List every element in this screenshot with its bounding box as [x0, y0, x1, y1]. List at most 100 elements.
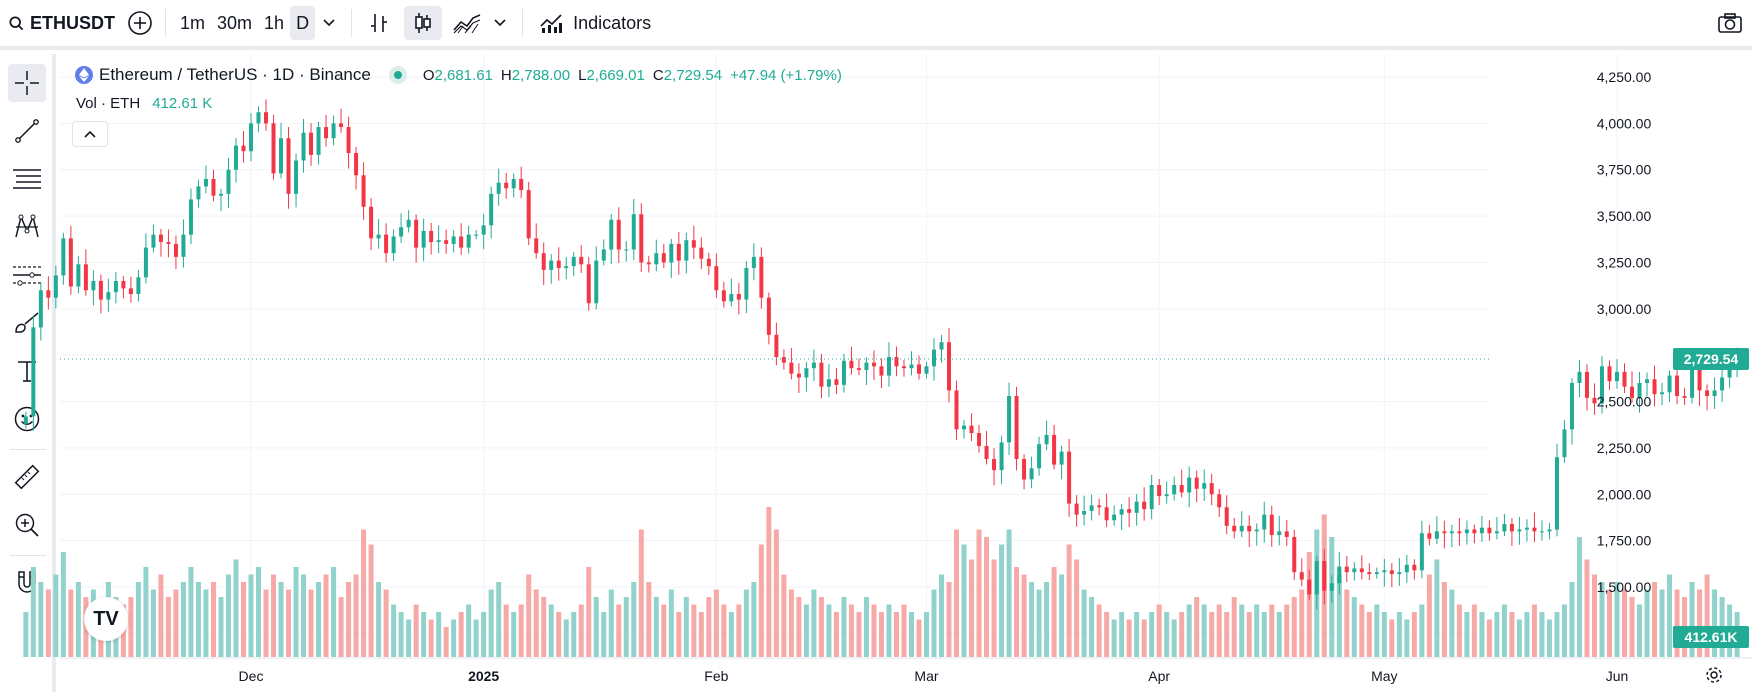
- candle-body: [947, 342, 952, 391]
- add-circle-icon: [128, 11, 152, 35]
- candle-body: [256, 112, 261, 124]
- zoom-tool[interactable]: [8, 506, 46, 544]
- volume-bar: [758, 544, 764, 657]
- candle-body: [158, 234, 163, 243]
- candle-body: [751, 256, 756, 269]
- volume-bar: [668, 589, 674, 657]
- volume-bar: [728, 612, 734, 657]
- candle-body: [781, 357, 786, 363]
- volume-bar: [946, 582, 952, 657]
- snapshot-button[interactable]: [1712, 6, 1748, 40]
- volume-bar: [984, 537, 990, 657]
- volume-bar: [811, 589, 817, 657]
- volume-bar: [571, 612, 577, 657]
- volume-bar: [173, 589, 179, 657]
- candle-body: [1134, 501, 1139, 513]
- timeframe-dropdown[interactable]: [315, 6, 343, 40]
- indicators-button[interactable]: Indicators: [531, 6, 659, 40]
- candle-body: [1052, 434, 1057, 465]
- candle-body: [233, 145, 238, 170]
- candle-body: [901, 366, 906, 369]
- trend-line-tool[interactable]: [8, 112, 46, 150]
- candle-body: [294, 160, 299, 194]
- candle-body: [1232, 525, 1237, 532]
- candle-body: [1615, 371, 1619, 382]
- measure-tool[interactable]: [8, 458, 46, 496]
- candle-body: [1675, 375, 1680, 396]
- emoji-tool[interactable]: [8, 400, 46, 438]
- volume-bar: [338, 597, 344, 657]
- pattern-tool[interactable]: [8, 208, 46, 246]
- volume-bar: [1276, 612, 1282, 657]
- volume-bar: [1051, 567, 1057, 657]
- volume-bar: [1141, 619, 1147, 657]
- area-style-button[interactable]: [448, 6, 486, 40]
- symbol-search-button[interactable]: ETHUSDT: [0, 6, 115, 40]
- volume-bar: [1404, 619, 1410, 657]
- x-tick-label: May: [1371, 668, 1397, 684]
- brush-icon: [15, 312, 39, 333]
- volume-bar: [413, 604, 419, 657]
- candle-body: [474, 234, 479, 236]
- candle-body: [384, 234, 389, 254]
- candle-body: [1389, 570, 1394, 575]
- volume-bar: [736, 604, 742, 657]
- candle-body: [759, 256, 764, 298]
- volume-bar: [848, 604, 854, 657]
- candle-body: [346, 127, 351, 154]
- candles-style-button[interactable]: [404, 6, 443, 40]
- candle-body: [594, 260, 599, 304]
- brush-tool[interactable]: [8, 304, 46, 342]
- candle-body: [541, 253, 546, 270]
- volume-bar: [638, 529, 644, 657]
- candle-body: [1397, 572, 1402, 575]
- candle-body: [249, 123, 253, 152]
- forecast-icon: [13, 266, 41, 286]
- smiley-icon: [14, 406, 40, 432]
- candle-body: [601, 249, 606, 261]
- candle-body: [83, 264, 88, 291]
- market-status-icon[interactable]: [388, 66, 407, 84]
- chart-settings-button[interactable]: [1704, 665, 1724, 690]
- candle-body: [451, 236, 456, 244]
- candle-body: [1104, 507, 1109, 521]
- symbol-title[interactable]: Ethereum / TetherUS · 1D · Binance: [99, 65, 371, 84]
- candle-body: [1532, 527, 1537, 532]
- timeframe-1h[interactable]: 1h: [264, 12, 285, 33]
- crosshair-tool[interactable]: [8, 64, 46, 102]
- toolbar-divider: [165, 9, 166, 37]
- volume-bar: [713, 589, 719, 657]
- timeframe-30m[interactable]: 30m: [217, 12, 253, 33]
- candle-body: [1667, 375, 1672, 393]
- fib-tool[interactable]: [8, 160, 46, 198]
- volume-label[interactable]: Vol · ETH: [76, 95, 141, 112]
- volume-bar: [661, 604, 667, 657]
- chart-style-dropdown[interactable]: [486, 6, 514, 40]
- y-tick-label: 2,250.00: [1597, 440, 1652, 456]
- volume-bar: [608, 589, 614, 657]
- collapse-legend-button[interactable]: [72, 121, 108, 147]
- forecast-tool[interactable]: [8, 256, 46, 294]
- timeframe-d[interactable]: D: [290, 6, 316, 40]
- volume-bar: [1096, 604, 1102, 657]
- volume-bar: [210, 582, 216, 657]
- compare-symbol-button[interactable]: [123, 6, 157, 40]
- volume-bar: [1652, 582, 1658, 657]
- tradingview-logo[interactable]: TV: [84, 597, 128, 641]
- candle-body: [53, 275, 58, 298]
- candle-body: [1329, 583, 1334, 591]
- volume-bar: [1231, 597, 1237, 657]
- toolbar-divider: [10, 555, 46, 556]
- candle-body: [1727, 368, 1732, 378]
- candle-body: [1599, 366, 1604, 404]
- volume-bar: [1149, 612, 1155, 657]
- y-tick-label: 3,500.00: [1597, 208, 1652, 224]
- timeframe-1m[interactable]: 1m: [180, 12, 206, 33]
- candle-body: [714, 266, 719, 291]
- candle-body: [1705, 390, 1710, 396]
- volume-bar: [1494, 612, 1500, 657]
- bar-style-button[interactable]: [360, 6, 398, 40]
- volume-bar: [316, 582, 322, 657]
- candle-body: [1352, 568, 1357, 573]
